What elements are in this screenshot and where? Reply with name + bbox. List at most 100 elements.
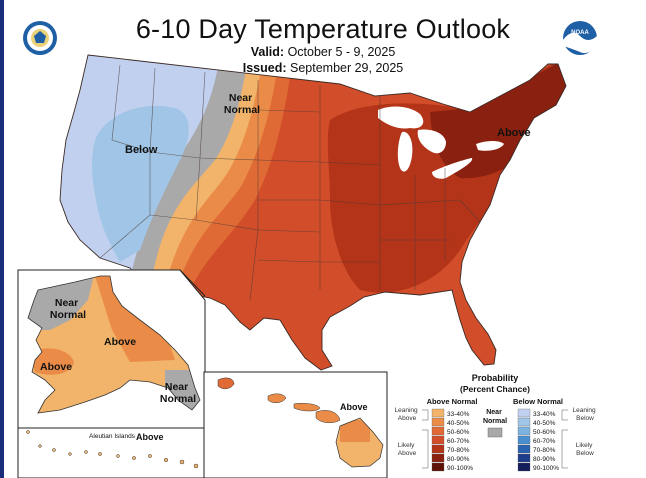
- legend-leaning-below-line2: Below: [576, 415, 594, 422]
- label-ak-near-2-line2: Normal: [160, 393, 196, 405]
- legend-below-bin-swatch-4: [517, 444, 531, 454]
- issued-label: Issued:: [242, 61, 287, 75]
- left-edge-bar: [0, 0, 4, 478]
- legend-above-bin-swatch-0: [431, 408, 445, 418]
- legend-near-line1: Near: [486, 409, 502, 416]
- legend-below-bin-label-1: 40-50%: [533, 420, 556, 427]
- legend-below-bin-swatch-1: [517, 417, 531, 427]
- legend-below-bin-label-5: 80-90%: [533, 456, 556, 463]
- legend-leaning-above-line1: Leaning: [395, 407, 419, 414]
- label-conus-near-line2: Normal: [224, 104, 260, 116]
- legend-background: [389, 372, 601, 476]
- hawaii-inset: Above: [203, 371, 388, 478]
- label-conus-below: Below: [125, 144, 158, 156]
- legend-below-bin-label-2: 50-60%: [533, 429, 556, 436]
- legend-below-bin-swatch-5: [517, 453, 531, 463]
- alaska-outline: [27, 275, 201, 414]
- valid-label: Valid:: [250, 45, 285, 59]
- legend-below-bins: 33-40% 40-50% 50-60% 60-70% 70-80% 80-90% 90-1…: [517, 408, 559, 472]
- legend-likely-above-line1: Likely: [398, 442, 415, 449]
- legend-above-bin-swatch-2: [431, 426, 445, 436]
- lake-erie: [432, 158, 473, 179]
- noaa-text: NOAA: [571, 30, 589, 36]
- legend-above-bin-label-5: 80-90%: [447, 456, 470, 463]
- legend-above-bin-label-3: 60-70%: [447, 438, 470, 445]
- above-80-90-region: [430, 62, 566, 179]
- legend-above-bin-swatch-1: [431, 417, 445, 427]
- issued-date: Issued: September 29, 2025: [0, 61, 646, 75]
- legend-likely-below: Likely Below: [576, 442, 594, 457]
- legend-above-bin-label-0: 33-40%: [447, 411, 470, 418]
- legend-title-1: Probability: [472, 373, 519, 383]
- hi-maui: [315, 410, 341, 423]
- legend-leaning-below-line1: Leaning: [573, 407, 597, 414]
- legend-above-bin-swatch-5: [431, 453, 445, 463]
- hi-molokai: [293, 402, 321, 412]
- legend-leaning-below: Leaning Below: [573, 407, 598, 422]
- legend-below-bin-swatch-3: [517, 435, 531, 445]
- legend-above-bin-swatch-3: [431, 435, 445, 445]
- ak-above-west: [30, 348, 74, 375]
- doc-seal-icon: [23, 21, 57, 55]
- hi-big-island: [335, 417, 384, 468]
- legend-near-line2: Normal: [483, 418, 507, 425]
- noaa-logo-icon: NOAA: [563, 21, 597, 55]
- legend-near-header: Near Normal: [483, 409, 507, 425]
- legend-below-bin-swatch-2: [517, 426, 531, 436]
- legend-below-bin-label-6: 90-100%: [533, 465, 559, 472]
- legend-above-bin-swatch-4: [431, 444, 445, 454]
- legend-below-bin-swatch-0: [517, 408, 531, 418]
- legend-below-bin-label-0: 33-40%: [533, 411, 556, 418]
- aleutian-inset: Aleutian Islands Above: [17, 427, 205, 478]
- label-hawaii-above: Above: [340, 402, 368, 412]
- lake-huron: [417, 129, 446, 154]
- issued-value: September 29, 2025: [289, 61, 404, 75]
- legend-likely-below-line1: Likely: [576, 442, 593, 449]
- label-ak-above-2: Above: [40, 361, 72, 373]
- legend-below-bin-label-4: 70-80%: [533, 447, 556, 454]
- label-conus-above: Above: [497, 127, 531, 139]
- ak-above-40-50: [95, 276, 175, 362]
- legend: Probability (Percent Chance) Above Norma…: [389, 372, 601, 476]
- legend-likely-above: Likely Above: [398, 442, 417, 457]
- label-ak-above-1: Above: [104, 336, 136, 348]
- lake-michigan: [397, 131, 413, 172]
- label-ak-near-line2: Normal: [50, 309, 86, 321]
- lake-superior: [378, 106, 424, 129]
- legend-below-bin-swatch-6: [517, 462, 531, 472]
- label-ak-near-line1: Near: [55, 297, 78, 309]
- valid-dates: Valid: October 5 - 9, 2025: [0, 45, 646, 59]
- alaska-inset: Near Normal Above Above Near Normal: [17, 269, 206, 478]
- aleutian-title: Aleutian Islands: [89, 433, 136, 440]
- below-40-50-region: [92, 105, 189, 263]
- legend-below-header: Below Normal: [513, 397, 563, 406]
- legend-above-bin-label-1: 40-50%: [447, 420, 470, 427]
- legend-near-swatch: [487, 427, 503, 438]
- hi-kauai: [217, 377, 235, 389]
- legend-above-bin-label-2: 50-60%: [447, 429, 470, 436]
- legend-leaning-above: Leaning Above: [395, 407, 420, 422]
- label-conus-near-line1: Near: [229, 92, 252, 104]
- valid-value: October 5 - 9, 2025: [287, 45, 396, 59]
- map-title: 6-10 Day Temperature Outlook: [135, 14, 511, 44]
- aleutian-islands: [26, 430, 199, 469]
- label-aleutian-above: Above: [136, 432, 164, 442]
- state-borders: [99, 64, 481, 301]
- legend-leaning-above-line2: Above: [398, 415, 417, 422]
- legend-above-bin-swatch-6: [431, 462, 445, 472]
- label-conus-near: Near Normal: [224, 92, 260, 116]
- legend-likely-above-line2: Above: [398, 450, 417, 457]
- lake-ontario: [476, 141, 504, 151]
- label-ak-near-2-line1: Near: [165, 381, 188, 393]
- legend-above-bin-label-6: 90-100%: [447, 465, 473, 472]
- legend-below-bin-label-3: 60-70%: [533, 438, 556, 445]
- legend-likely-below-line2: Below: [576, 450, 594, 457]
- hi-oahu: [267, 393, 287, 403]
- legend-above-header: Above Normal: [427, 397, 478, 406]
- legend-above-bin-label-4: 70-80%: [447, 447, 470, 454]
- label-ak-near-2: Near Normal: [160, 381, 196, 405]
- label-ak-near: Near Normal: [50, 297, 86, 321]
- legend-title-2: (Percent Chance): [460, 384, 530, 394]
